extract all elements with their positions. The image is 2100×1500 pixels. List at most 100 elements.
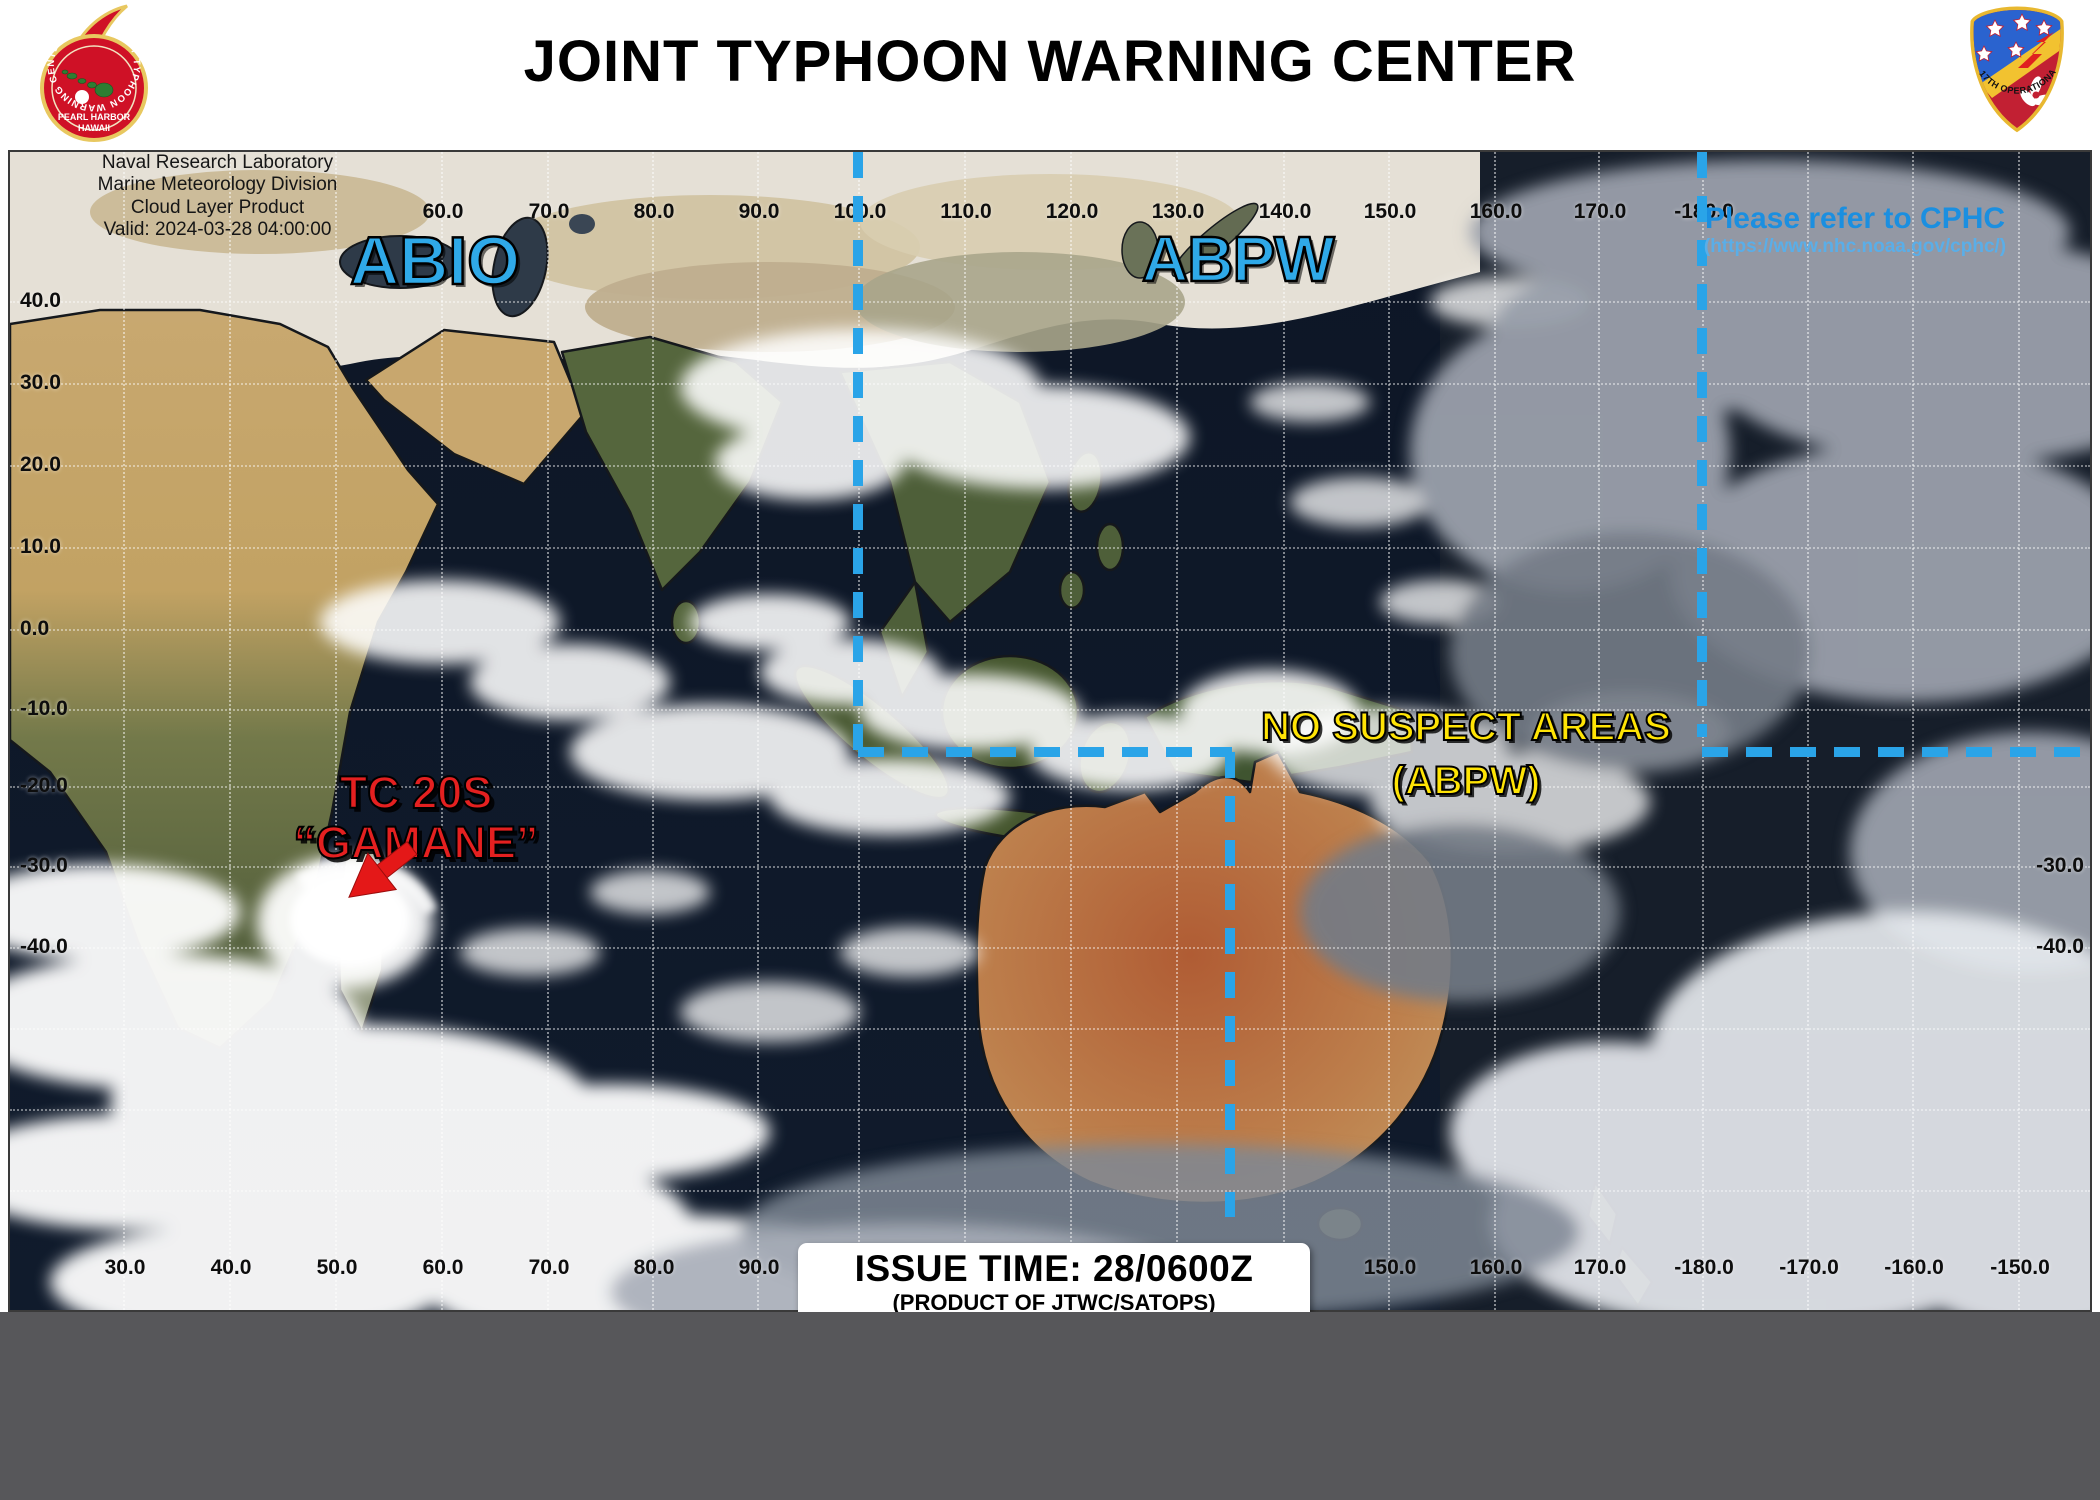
lat-tick: -20.0 [20,774,68,797]
black-sea [339,235,461,289]
lon-tick: -160.0 [1884,1256,1944,1279]
gridline-parallel [10,866,2090,868]
seal-location-1: PEARL HARBOR [58,112,131,122]
gridline-meridian [757,152,759,1310]
tc-gamane-label: TC 20S “GAMANE” [293,767,540,868]
lon-tick: 150.0 [1363,200,1417,223]
korea [1121,221,1159,279]
lat-tick: 10.0 [20,535,61,558]
lat-tick: -40.0 [20,935,68,958]
aor-boundary-180 [1697,152,1707,737]
region-label-abio: ABIO [349,222,522,301]
page-title: JOINT TYPHOON WARNING CENTER [523,29,1577,94]
gridline-parallel [10,786,2090,788]
gridline-meridian [1807,152,1809,1310]
nrl-credit: Naval Research Laboratory Marine Meteoro… [97,152,338,241]
lon-tick: 170.0 [1573,1256,1627,1279]
arabia [364,328,586,486]
gridline-meridian [1283,152,1285,1310]
lon-tick: -170.0 [1779,1256,1839,1279]
tc-pointer-arrow-icon [348,840,418,898]
lon-tick: 80.0 [633,1256,675,1279]
lon-tick: 90.0 [738,1256,780,1279]
gridline-parallel [10,301,2090,303]
gridline-parallel [10,1190,2090,1192]
seal-location-2: HAWAII [78,123,110,133]
lon-tick: -180.0 [1674,1256,1734,1279]
lon-tick: 110.0 [940,200,992,223]
satellite-map [8,150,2092,1312]
gridline-meridian [1494,152,1496,1310]
lon-tick: 30.0 [104,1256,146,1279]
lat-tick: 40.0 [20,289,61,312]
issue-product: (PRODUCT OF JTWC/SATOPS) [892,1290,1216,1315]
cloud-layer [10,160,2090,1310]
gridline-meridian [547,152,549,1310]
gridline-meridian [1912,152,1914,1310]
gridline-meridian [1176,152,1178,1310]
gridline-meridian [441,152,443,1310]
aral-sea [569,214,595,234]
japan [1171,202,1259,278]
gridline-parallel [10,1028,2090,1030]
lat-tick: -10.0 [20,697,68,720]
lat-tick: -40.0 [2036,935,2084,958]
gridline-parallel [10,465,2090,467]
shield-stars [1975,13,2053,62]
issue-time: ISSUE TIME: 28/0600Z [854,1248,1254,1289]
cphc-note: Please refer to CPHC (https://www.nhc.no… [1655,202,2055,258]
gridline-parallel [10,383,2090,385]
gridline-meridian [2018,152,2020,1310]
lat-tick: 20.0 [20,453,61,476]
ows-shield-icon: 17TH OPERATIONAL WEATHER SQ [1958,2,2076,142]
lat-tick: -30.0 [2036,854,2084,877]
header: JOINT TYPHOON WARNING CENTER JOINT TYPHO… [0,0,2100,150]
lon-tick: 80.0 [633,200,675,223]
jtwc-seal-icon: JOINT TYPHOON WARNING CENTER PEARL HARBO… [40,4,148,142]
lon-tick: 70.0 [528,1256,570,1279]
hawaii-islands [61,69,114,98]
lat-tick: 0.0 [20,617,50,640]
gridline-meridian [1598,152,1600,1310]
lat-tick: 30.0 [20,371,61,394]
gridline-parallel [10,629,2090,631]
lon-tick: 40.0 [210,1256,252,1279]
aor-boundary-equatorial-west [858,747,1232,757]
lon-tick: 60.0 [422,1256,464,1279]
lon-tick: 140.0 [1258,200,1312,223]
gridline-parallel [10,709,2090,711]
aor-boundary-100e [853,152,863,752]
gridline-meridian [335,152,337,1310]
caspian-sea [491,216,549,318]
lon-tick: 50.0 [316,1256,358,1279]
legend-bar: LOW TC development unlikely within 24 ho… [0,1312,2100,1500]
lon-tick: 170.0 [1573,200,1627,223]
lon-tick: 150.0 [1363,1256,1417,1279]
lon-tick: 90.0 [738,200,780,223]
satellite-imagery [10,152,2090,1310]
no-suspect-areas-label: NO SUSPECT AREAS (ABPW) [1260,704,1672,804]
gridline-meridian [229,152,231,1310]
gridline-meridian [1070,152,1072,1310]
gridline-parallel [10,547,2090,549]
cphc-note-title: Please refer to CPHC [1704,202,2006,235]
gridline-meridian [964,152,966,1310]
aor-boundary-equatorial-east [1702,747,2092,757]
seal-eye [75,90,89,104]
lon-tick: -150.0 [1990,1256,2050,1279]
cphc-note-url: (https://www.nhc.noaa.gov/cphc/) [1703,236,2007,257]
lon-tick: 160.0 [1469,200,1523,223]
aor-boundary-135e [1225,752,1235,1217]
lon-tick: 130.0 [1151,200,1205,223]
lon-tick: 160.0 [1469,1256,1523,1279]
gridline-meridian [123,152,125,1310]
lon-tick: 60.0 [422,200,464,223]
region-label-abpw: ABPW [1141,222,1336,297]
gridline-meridian [1388,152,1390,1310]
lat-tick: -30.0 [20,854,68,877]
lon-tick: 70.0 [528,200,570,223]
lon-tick: 120.0 [1045,200,1099,223]
gridline-parallel [10,947,2090,949]
gridline-parallel [10,1109,2090,1111]
